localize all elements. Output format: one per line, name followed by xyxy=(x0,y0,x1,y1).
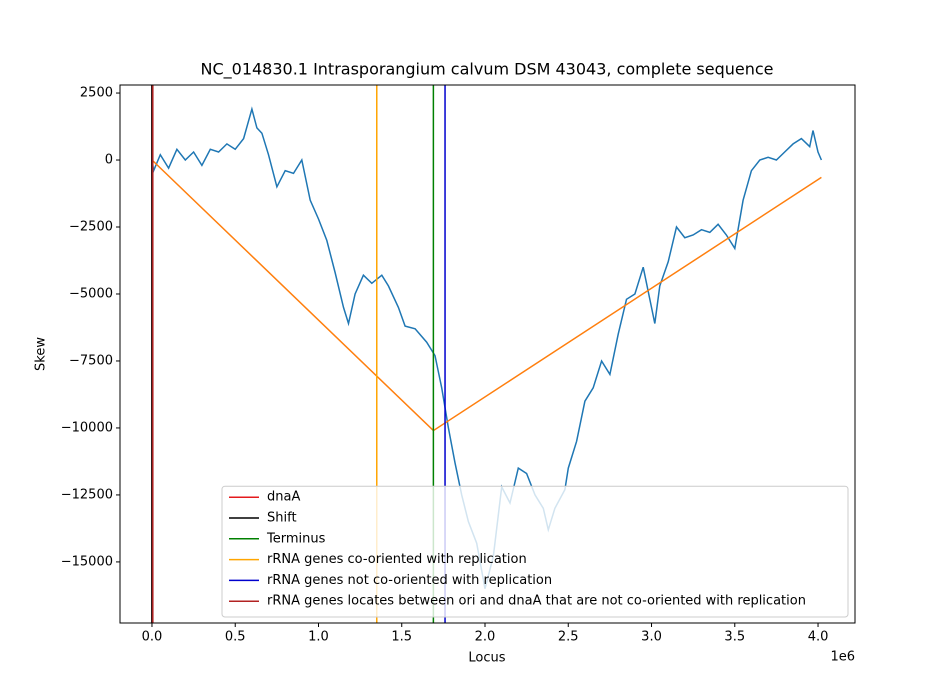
y-tick-label: 0 xyxy=(105,153,113,168)
x-axis-label: Locus xyxy=(468,651,505,666)
x-tick-label: 2.5 xyxy=(558,630,579,645)
legend-label: Shift xyxy=(267,511,297,526)
x-tick-label: 0.0 xyxy=(142,630,163,645)
y-tick-label: −10000 xyxy=(61,420,113,435)
x-tick-label: 2.0 xyxy=(475,630,496,645)
legend-label: rRNA genes co-oriented with replication xyxy=(267,552,527,567)
legend-label: dnaA xyxy=(267,490,300,505)
legend-label: rRNA genes locates between ori and dnaA … xyxy=(267,594,806,609)
x-tick-label: 3.5 xyxy=(724,630,745,645)
series-line xyxy=(151,159,822,432)
plot-frame xyxy=(119,84,856,624)
y-tick-label: −7500 xyxy=(69,353,113,368)
x-tick-label: 1.5 xyxy=(391,630,412,645)
x-offset-text: 1e6 xyxy=(830,650,855,665)
chart-title: NC_014830.1 Intrasporangium calvum DSM 4… xyxy=(201,60,774,80)
y-tick-label: 2500 xyxy=(80,86,113,101)
y-tick-label: −5000 xyxy=(69,286,113,301)
x-tick-label: 0.5 xyxy=(225,630,246,645)
y-tick-label: −12500 xyxy=(61,487,113,502)
x-tick-label: 3.0 xyxy=(641,630,662,645)
x-tick-label: 4.0 xyxy=(808,630,829,645)
y-tick-label: −2500 xyxy=(69,220,113,235)
y-axis-label: Skew xyxy=(34,337,49,371)
legend-box xyxy=(221,485,849,618)
x-tick-label: 1.0 xyxy=(308,630,329,645)
legend-label: Terminus xyxy=(266,531,326,546)
y-tick-label: −15000 xyxy=(61,554,113,569)
legend-label: rRNA genes not co-oriented with replicat… xyxy=(267,573,552,588)
